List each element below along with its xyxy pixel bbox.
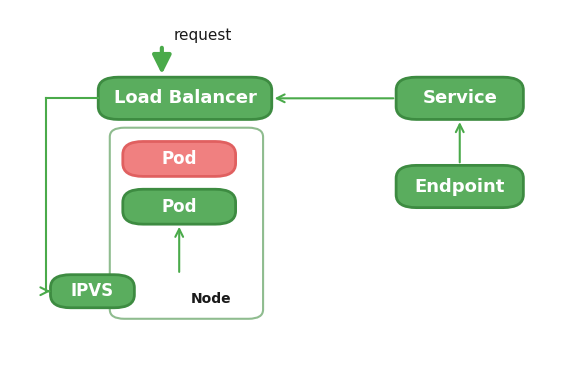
FancyBboxPatch shape xyxy=(123,189,235,224)
Text: request: request xyxy=(173,28,232,43)
FancyBboxPatch shape xyxy=(98,77,272,119)
Text: Service: Service xyxy=(422,89,497,107)
Text: IPVS: IPVS xyxy=(71,282,114,300)
Text: Pod: Pod xyxy=(161,150,197,168)
FancyBboxPatch shape xyxy=(396,77,523,119)
FancyBboxPatch shape xyxy=(123,141,235,176)
FancyBboxPatch shape xyxy=(396,165,523,208)
Text: Node: Node xyxy=(191,292,231,305)
Text: Load Balancer: Load Balancer xyxy=(113,89,256,107)
Text: Endpoint: Endpoint xyxy=(415,178,505,195)
Text: Pod: Pod xyxy=(161,198,197,216)
FancyBboxPatch shape xyxy=(110,128,263,319)
FancyBboxPatch shape xyxy=(50,275,134,308)
